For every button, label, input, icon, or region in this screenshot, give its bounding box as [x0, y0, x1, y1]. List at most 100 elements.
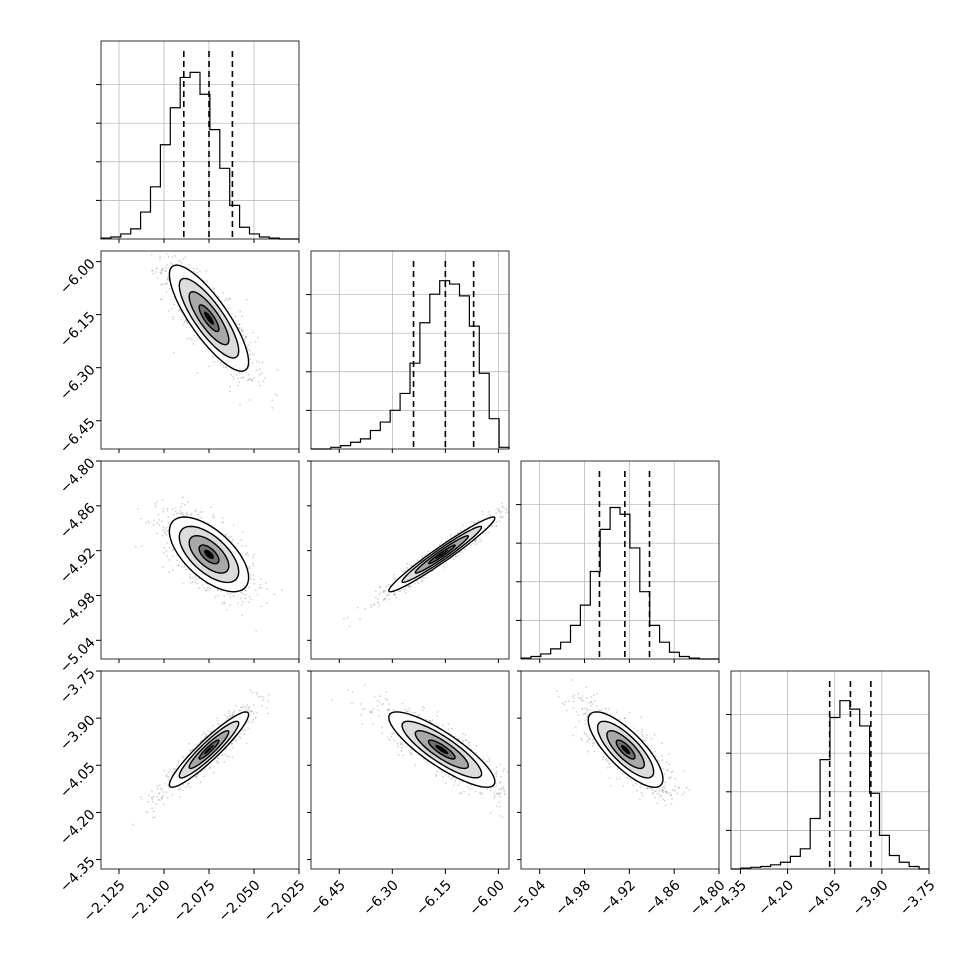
sample-point: [265, 706, 268, 709]
sample-point: [157, 513, 160, 516]
hist-panel-3-frame: [520, 460, 720, 660]
sample-point: [191, 338, 193, 341]
sample-point: [531, 797, 533, 799]
sample-point: [249, 349, 252, 352]
sample-point: [196, 775, 199, 778]
sample-point: [232, 711, 235, 714]
sample-point: [387, 708, 390, 711]
sample-point: [252, 574, 255, 576]
sample-point: [189, 581, 192, 584]
sample-point: [218, 722, 221, 725]
sample-point: [423, 707, 426, 709]
sample-point: [577, 696, 580, 699]
sample-point: [572, 734, 575, 737]
contour-line: [168, 516, 250, 593]
sample-point: [156, 277, 158, 279]
sample-point: [165, 774, 168, 776]
sample-point: [196, 773, 199, 776]
sample-point: [209, 731, 212, 733]
sample-point: [468, 741, 471, 744]
sample-point: [248, 721, 251, 724]
sample-point: [183, 321, 186, 323]
sample-point: [192, 267, 195, 270]
sample-point: [177, 761, 180, 764]
sample-point: [162, 791, 165, 793]
sample-point: [498, 520, 501, 522]
sample-point: [574, 726, 577, 729]
sample-point: [178, 564, 180, 567]
sample-point: [158, 792, 161, 795]
sample-point: [230, 714, 233, 717]
sample-point: [232, 377, 235, 380]
sample-point: [217, 761, 220, 764]
sample-point: [496, 773, 498, 775]
sample-point: [189, 749, 192, 752]
sample-point: [205, 589, 207, 592]
sample-point: [495, 512, 498, 514]
sample-point: [528, 488, 530, 490]
sample-point: [178, 788, 181, 791]
sample-point: [493, 797, 496, 800]
sample-point: [663, 773, 666, 775]
sample-point: [165, 775, 168, 778]
sample-point: [467, 741, 470, 744]
sample-point: [242, 329, 245, 332]
sample-point: [177, 260, 180, 263]
sample-point: [370, 606, 372, 609]
sample-point: [248, 567, 250, 570]
sample-point: [229, 390, 231, 393]
sample-point: [479, 791, 481, 794]
sample-point: [281, 588, 283, 591]
sample-point: [171, 555, 174, 557]
sample-point: [160, 272, 163, 274]
sample-point: [217, 295, 220, 298]
sample-point: [384, 590, 387, 592]
sample-point: [671, 770, 674, 773]
sample-point: [170, 261, 173, 264]
density-core: [204, 744, 214, 755]
contour-line: [178, 277, 240, 359]
hist-panel-4-frame: [730, 670, 930, 870]
sample-point: [231, 746, 234, 749]
sample-point: [247, 709, 249, 712]
sample-point: [227, 298, 230, 301]
sample-point: [369, 711, 372, 714]
sample-point: [658, 759, 660, 762]
sample-point: [421, 555, 424, 558]
sample-point: [371, 710, 373, 713]
sample-point: [584, 707, 586, 710]
sample-point: [526, 493, 528, 495]
sample-point: [150, 236, 152, 238]
sample-point: [145, 521, 148, 524]
sample-point: [489, 812, 492, 814]
sample-point: [225, 297, 227, 300]
sample-point: [228, 712, 231, 715]
sample-point: [481, 510, 484, 513]
sample-point: [260, 605, 262, 608]
sample-point: [165, 252, 168, 255]
sample-point: [591, 745, 594, 747]
sample-point: [487, 531, 490, 534]
sample-point: [253, 578, 255, 581]
sample-point: [249, 341, 251, 344]
sample-point: [245, 336, 247, 339]
sample-point: [244, 588, 247, 591]
sample-point: [430, 721, 433, 724]
sample-point: [204, 736, 207, 738]
sample-point: [156, 788, 159, 791]
sample-point: [477, 519, 480, 522]
sample-point: [254, 589, 257, 591]
sample-point: [513, 506, 515, 508]
sample-point: [238, 381, 241, 383]
sample-point: [500, 788, 503, 791]
sample-point: [385, 691, 387, 694]
sample-point: [151, 269, 154, 272]
scatter-panel-1-3-frame: [100, 460, 300, 660]
sample-point: [247, 373, 250, 376]
sample-point: [498, 801, 501, 804]
sample-point: [238, 323, 241, 326]
sample-point: [408, 707, 410, 709]
sample-point: [151, 807, 153, 810]
sample-point: [258, 381, 261, 384]
sample-point: [265, 602, 268, 604]
